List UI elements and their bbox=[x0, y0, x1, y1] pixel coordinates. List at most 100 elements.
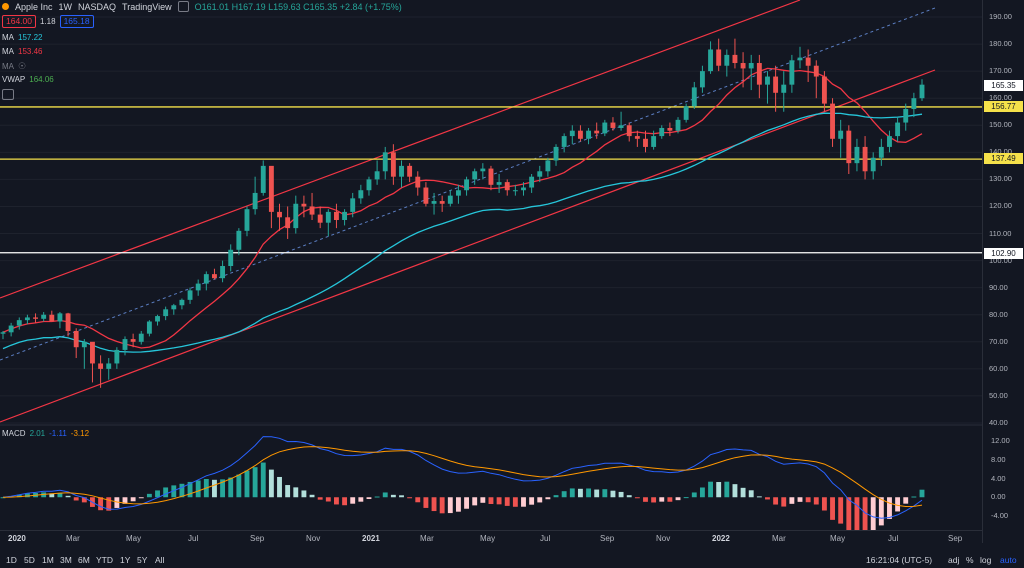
macd-histogram-bar bbox=[480, 497, 486, 503]
candle-body bbox=[65, 313, 71, 331]
current-price-label: 165.35 bbox=[984, 80, 1023, 91]
macd-histogram-bar bbox=[821, 497, 827, 511]
macd-histogram-bar bbox=[244, 470, 250, 498]
macd-histogram-bar bbox=[0, 497, 6, 499]
timeframe-button-1d[interactable]: 1D bbox=[6, 555, 17, 565]
macd-histogram-bar bbox=[455, 497, 461, 512]
price-axis[interactable]: 190.00 180.00 170.00 160.00 150.00 140.00 130.… bbox=[982, 0, 1024, 543]
macd-histogram-bar bbox=[732, 484, 738, 498]
macd-histogram-bar bbox=[342, 497, 348, 506]
timeframe-button-3m[interactable]: 3M bbox=[60, 555, 72, 565]
timeframe-button-1m[interactable]: 1M bbox=[42, 555, 54, 565]
ma2-value: 153.46 bbox=[18, 47, 43, 56]
time-axis-label: Jul bbox=[540, 534, 551, 543]
candle-body bbox=[586, 130, 591, 139]
time-axis-label: Mar bbox=[420, 534, 434, 543]
log-toggle[interactable]: log bbox=[980, 555, 992, 565]
time-axis[interactable]: 2020 Mar May Jul Sep Nov 2021 Mar May Jul Sep Nov 20… bbox=[0, 530, 982, 547]
candle-body bbox=[179, 299, 185, 306]
channel-upper-line bbox=[0, 0, 801, 299]
macd-histogram-bar bbox=[106, 497, 112, 511]
chevron-up-icon[interactable] bbox=[2, 89, 14, 100]
macd-histogram-bar bbox=[98, 497, 104, 511]
compare-icon[interactable] bbox=[177, 1, 189, 12]
candle-body bbox=[325, 211, 331, 223]
ma3-legend[interactable]: MA ☉ bbox=[2, 61, 26, 72]
macd-histogram-bar bbox=[146, 493, 152, 498]
auto-toggle[interactable]: auto bbox=[1000, 555, 1017, 565]
market-status-icon bbox=[2, 3, 9, 10]
candle-body bbox=[805, 57, 811, 66]
macd-histogram-bar bbox=[683, 497, 689, 499]
exchange-label: NASDAQ bbox=[78, 1, 117, 12]
candle-body bbox=[838, 130, 844, 139]
sell-button[interactable]: 164.00 bbox=[2, 15, 36, 28]
timeframe-button-ytd[interactable]: YTD bbox=[96, 555, 113, 565]
timeframe-button-5d[interactable]: 5D bbox=[24, 555, 35, 565]
price-tick-label: 110.00 bbox=[989, 228, 1012, 238]
timeframe-button-6m[interactable]: 6M bbox=[78, 555, 90, 565]
macd-histogram-bar bbox=[496, 497, 502, 505]
price-tick-label: 190.00 bbox=[989, 12, 1012, 21]
time-axis-label: 2021 bbox=[362, 534, 380, 543]
macd-histogram-bar bbox=[675, 497, 681, 501]
candle-body bbox=[431, 201, 437, 204]
candle-body bbox=[220, 266, 226, 279]
candle-body bbox=[285, 217, 291, 229]
macd-histogram-bar bbox=[805, 497, 811, 503]
timeframe-button-1y[interactable]: 1Y bbox=[120, 555, 131, 565]
candle-body bbox=[553, 146, 559, 161]
macd-tick-label: 8.00 bbox=[991, 454, 1006, 464]
collapse-legend-button[interactable] bbox=[2, 89, 14, 100]
macd-histogram-bar bbox=[317, 497, 323, 500]
price-tick-label: 160.00 bbox=[989, 93, 1012, 103]
hidden-eye-icon[interactable]: ☉ bbox=[18, 61, 27, 71]
candle-body bbox=[41, 314, 47, 319]
price-tick-label: 140.00 bbox=[989, 147, 1012, 157]
ma1-legend[interactable]: MA 157.22 bbox=[2, 33, 42, 42]
candle-body bbox=[390, 152, 396, 177]
candle-body bbox=[643, 138, 648, 147]
macd-histogram-bar bbox=[212, 479, 217, 498]
timeframe-button-all[interactable]: All bbox=[155, 555, 165, 565]
candle-body bbox=[277, 211, 282, 218]
symbol-name[interactable]: Apple Inc bbox=[15, 1, 53, 12]
timeframe-button-5y[interactable]: 5Y bbox=[137, 555, 148, 565]
macd-histogram-bar bbox=[895, 497, 901, 512]
vwap-legend[interactable]: VWAP 164.06 bbox=[2, 75, 54, 84]
adjust-toggle[interactable]: adj bbox=[948, 555, 960, 565]
ma2-legend[interactable]: MA 153.46 bbox=[2, 47, 42, 56]
price-tick-label: 120.00 bbox=[989, 201, 1012, 211]
macd-histogram-bar bbox=[325, 497, 331, 502]
macd-legend[interactable]: MACD 2.01 -1.11 -3.12 bbox=[2, 429, 89, 438]
source-label: TradingView bbox=[122, 1, 172, 12]
macd-histogram-bar bbox=[781, 497, 787, 507]
candle-body bbox=[846, 130, 852, 164]
candle-body bbox=[423, 187, 429, 204]
candle-body bbox=[16, 320, 22, 326]
interval-label[interactable]: 1W bbox=[58, 1, 73, 12]
macd-histogram-bar bbox=[195, 480, 201, 498]
buy-button[interactable]: 165.18 bbox=[59, 15, 94, 28]
candle-body bbox=[765, 76, 770, 85]
candle-body bbox=[781, 84, 787, 93]
macd-histogram-bar bbox=[813, 497, 819, 505]
macd-histogram-bar bbox=[561, 491, 567, 498]
percent-toggle[interactable]: % bbox=[966, 555, 974, 565]
ohlc-values: O161.01 H167.19 L159.63 C165.35 +2.84 (+… bbox=[194, 1, 402, 12]
candle-body bbox=[268, 165, 274, 212]
macd-histogram-bar bbox=[862, 497, 868, 530]
clock: 16:21:04 (UTC-5) bbox=[866, 555, 933, 565]
macd-histogram-bar bbox=[659, 497, 665, 502]
price-tick-label: 150.00 bbox=[989, 120, 1012, 130]
candle-body bbox=[691, 87, 697, 107]
candle-body bbox=[155, 316, 160, 322]
macd-histogram-bar bbox=[447, 497, 453, 514]
candle-body bbox=[699, 71, 705, 88]
candle-body bbox=[626, 125, 632, 137]
price-chart[interactable] bbox=[0, 0, 982, 530]
candle-body bbox=[114, 349, 120, 364]
macd-histogram-bar bbox=[756, 496, 762, 498]
candle-body bbox=[651, 136, 657, 147]
macd-histogram-bar bbox=[569, 488, 575, 498]
